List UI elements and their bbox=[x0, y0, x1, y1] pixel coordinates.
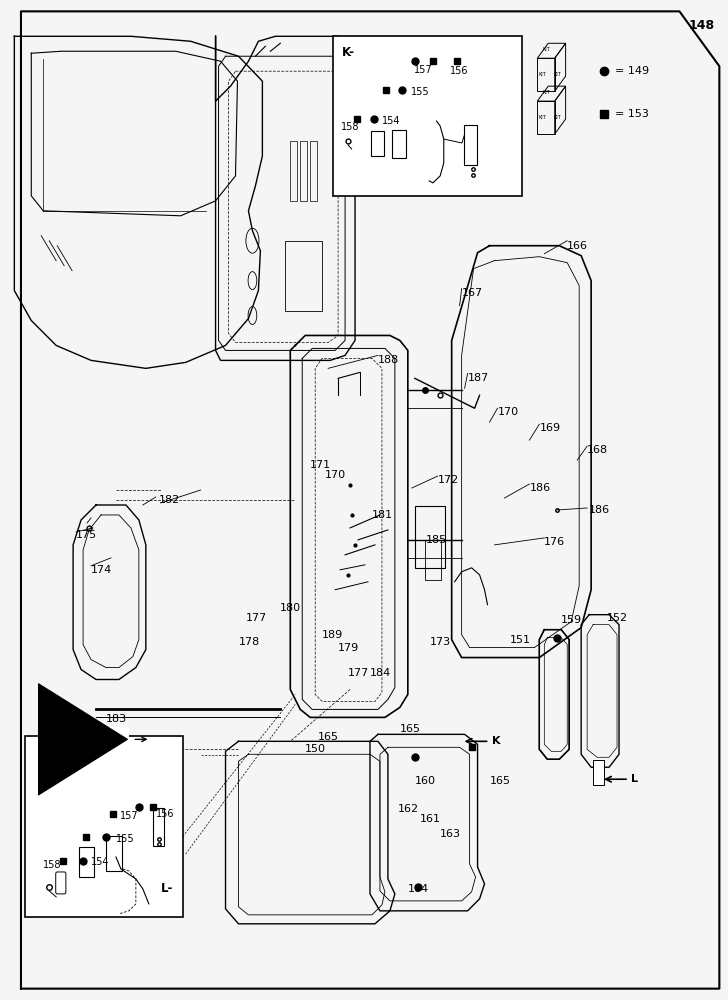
Text: 154: 154 bbox=[382, 116, 400, 126]
Text: 158: 158 bbox=[341, 122, 360, 132]
FancyArrowPatch shape bbox=[39, 684, 127, 795]
Text: 159: 159 bbox=[561, 615, 582, 625]
Text: 181: 181 bbox=[372, 510, 393, 520]
Text: L: L bbox=[631, 774, 638, 784]
Text: 169: 169 bbox=[539, 423, 561, 433]
Bar bbox=[464, 125, 477, 165]
Bar bbox=[106, 836, 122, 871]
Text: KIT: KIT bbox=[539, 115, 547, 120]
Text: 161: 161 bbox=[420, 814, 440, 824]
Text: 165: 165 bbox=[489, 776, 510, 786]
Bar bbox=[371, 131, 384, 156]
Text: KIT: KIT bbox=[553, 115, 561, 120]
Bar bbox=[424, 540, 440, 580]
Bar bbox=[290, 141, 297, 201]
Bar bbox=[25, 736, 183, 917]
Text: 177: 177 bbox=[245, 613, 266, 623]
Text: 165: 165 bbox=[400, 724, 421, 734]
Text: 179: 179 bbox=[338, 643, 360, 653]
Text: 171: 171 bbox=[310, 460, 331, 470]
Text: 154: 154 bbox=[91, 857, 109, 867]
Text: 160: 160 bbox=[415, 776, 436, 786]
Text: K-: K- bbox=[342, 46, 355, 59]
Text: L-: L- bbox=[161, 882, 173, 895]
Text: 177: 177 bbox=[348, 668, 369, 678]
Text: K: K bbox=[491, 736, 500, 746]
Text: = 153: = 153 bbox=[615, 109, 649, 119]
Bar bbox=[310, 141, 317, 201]
Text: 168: 168 bbox=[587, 445, 609, 455]
Text: 175: 175 bbox=[76, 530, 98, 540]
Text: 163: 163 bbox=[440, 829, 461, 839]
Text: 172: 172 bbox=[438, 475, 459, 485]
Bar bbox=[79, 727, 129, 751]
Text: KIT: KIT bbox=[553, 72, 561, 77]
Text: 155: 155 bbox=[116, 834, 135, 844]
Text: 157: 157 bbox=[414, 65, 432, 75]
Text: 178: 178 bbox=[239, 637, 260, 647]
Text: 186: 186 bbox=[529, 483, 550, 493]
Text: 183: 183 bbox=[106, 714, 127, 724]
Text: 173: 173 bbox=[430, 637, 451, 647]
Text: 152: 152 bbox=[607, 613, 628, 623]
Bar bbox=[79, 847, 94, 877]
Text: 164: 164 bbox=[408, 884, 429, 894]
Bar bbox=[392, 130, 406, 158]
Text: KIT: KIT bbox=[542, 90, 550, 95]
Text: 174: 174 bbox=[91, 565, 112, 575]
Text: 157: 157 bbox=[119, 811, 138, 821]
Text: 185: 185 bbox=[426, 535, 447, 545]
Text: 148: 148 bbox=[688, 19, 714, 32]
Text: 186: 186 bbox=[589, 505, 610, 515]
Text: 156: 156 bbox=[156, 809, 174, 819]
Text: 167: 167 bbox=[462, 288, 483, 298]
Text: 150: 150 bbox=[305, 744, 326, 754]
Text: 156: 156 bbox=[450, 66, 468, 76]
Text: 189: 189 bbox=[323, 630, 344, 640]
Bar bbox=[415, 506, 446, 568]
Text: 180: 180 bbox=[280, 603, 301, 613]
Text: 166: 166 bbox=[567, 241, 588, 251]
Bar bbox=[593, 760, 604, 785]
Text: 155: 155 bbox=[411, 87, 430, 97]
Text: 170: 170 bbox=[325, 470, 347, 480]
FancyBboxPatch shape bbox=[56, 872, 66, 894]
Text: 158: 158 bbox=[43, 860, 62, 870]
Text: 162: 162 bbox=[398, 804, 419, 814]
Text: = 149: = 149 bbox=[615, 66, 649, 76]
Bar bbox=[300, 141, 306, 201]
Text: 187: 187 bbox=[467, 373, 489, 383]
Text: 176: 176 bbox=[545, 537, 566, 547]
Text: KIT: KIT bbox=[542, 47, 550, 52]
Text: FRONT: FRONT bbox=[89, 735, 118, 744]
Text: 165: 165 bbox=[318, 732, 339, 742]
Text: KIT: KIT bbox=[539, 72, 547, 77]
Text: 188: 188 bbox=[378, 355, 399, 365]
Text: 184: 184 bbox=[370, 668, 391, 678]
Text: 182: 182 bbox=[159, 495, 180, 505]
Bar bbox=[153, 808, 164, 846]
Bar bbox=[285, 241, 322, 311]
Bar bbox=[333, 36, 522, 196]
Text: 170: 170 bbox=[497, 407, 518, 417]
Text: 151: 151 bbox=[510, 635, 531, 645]
FancyArrowPatch shape bbox=[135, 737, 146, 742]
